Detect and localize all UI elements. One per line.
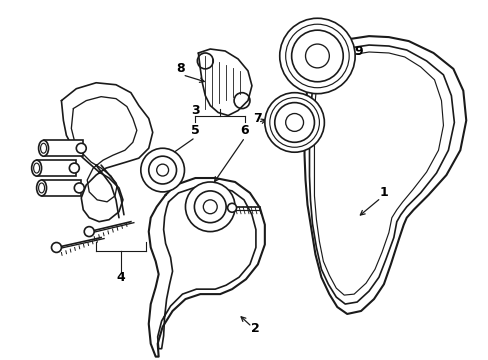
Circle shape [141, 148, 184, 192]
Text: 4: 4 [116, 271, 125, 284]
Ellipse shape [84, 227, 94, 237]
Ellipse shape [39, 140, 48, 156]
Circle shape [185, 182, 235, 231]
Circle shape [264, 93, 324, 152]
Circle shape [69, 163, 79, 173]
Circle shape [76, 143, 86, 153]
Ellipse shape [37, 180, 46, 196]
Text: 1: 1 [379, 186, 387, 199]
Polygon shape [43, 140, 83, 156]
Text: 9: 9 [354, 45, 363, 58]
Text: 2: 2 [250, 322, 259, 336]
Text: 6: 6 [240, 124, 249, 137]
Text: 3: 3 [191, 104, 199, 117]
Circle shape [74, 183, 84, 193]
Polygon shape [41, 180, 81, 196]
Text: 5: 5 [191, 124, 200, 137]
Text: 8: 8 [176, 62, 184, 75]
Ellipse shape [51, 243, 61, 252]
Polygon shape [37, 160, 76, 176]
Circle shape [279, 18, 354, 94]
Ellipse shape [32, 160, 41, 176]
Text: 7: 7 [253, 112, 262, 125]
Ellipse shape [227, 203, 236, 212]
